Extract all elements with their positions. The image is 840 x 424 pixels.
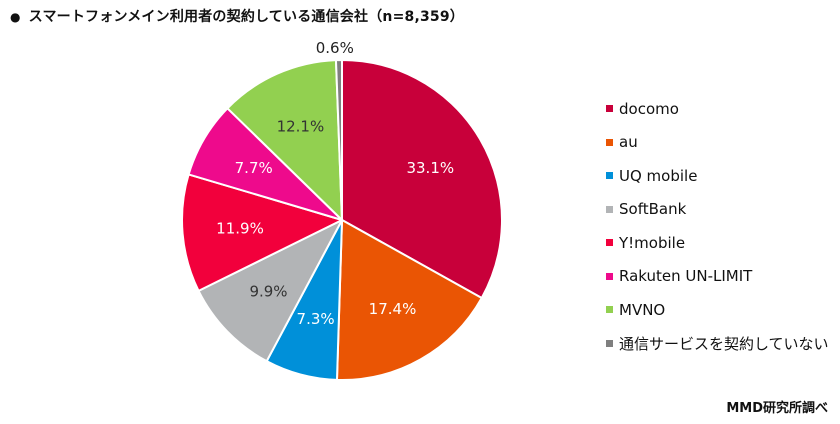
pie-slice-4 [181,173,343,292]
legend-item-6: MVNO [606,293,829,327]
data-label-5: 7.7% [235,159,273,177]
legend-label: Y!mobile [619,233,686,252]
legend-swatch [606,272,613,280]
legend-swatch [606,105,613,113]
legend-swatch [606,306,613,314]
chart-legend: docomo au UQ mobile SoftBank Y!mobile Rakuten… [606,92,829,360]
pie-slice-6 [226,59,343,221]
data-label-1: 17.4% [369,300,417,318]
pie-slice-3 [197,219,343,363]
legend-item-2: UQ mobile [606,159,829,193]
legend-label: docomo [619,99,679,118]
pie-slice-0 [341,59,503,299]
legend-label: UQ mobile [619,166,698,185]
title-bullet: ● [10,10,21,24]
legend-swatch [606,239,613,247]
legend-item-7: 通信サービスを契約していない [606,327,829,361]
legend-swatch [606,138,613,146]
legend-label: SoftBank [619,200,687,219]
legend-item-4: Y!mobile [606,226,829,260]
chart-title: ● スマートフォンメイン利用者の契約している通信会社（n=8,359） [10,6,464,26]
legend-item-1: au [606,126,829,160]
data-label-4: 11.9% [216,220,264,238]
legend-swatch [606,172,613,180]
legend-label: Rakuten UN-LIMIT [619,267,753,286]
legend-swatch [606,205,613,213]
chart-title-text: スマートフォンメイン利用者の契約している通信会社（n=8,359） [28,9,464,25]
data-label-6: 12.1% [277,117,325,135]
legend-item-3: SoftBank [606,193,829,227]
data-label-7: 0.6% [316,39,354,57]
data-label-2: 7.3% [297,310,335,328]
legend-label: au [619,133,638,152]
legend-item-5: Rakuten UN-LIMIT [606,260,829,294]
pie-slice-1 [335,219,483,381]
source-credit: MMD研究所調べ [726,401,828,416]
legend-swatch [606,339,613,347]
data-label-3: 9.9% [249,282,287,300]
pie-slice-7 [334,58,343,221]
data-label-0: 33.1% [406,159,454,177]
legend-item-0: docomo [606,92,829,126]
legend-label: 通信サービスを契約していない [619,334,829,353]
legend-label: MVNO [619,300,666,319]
